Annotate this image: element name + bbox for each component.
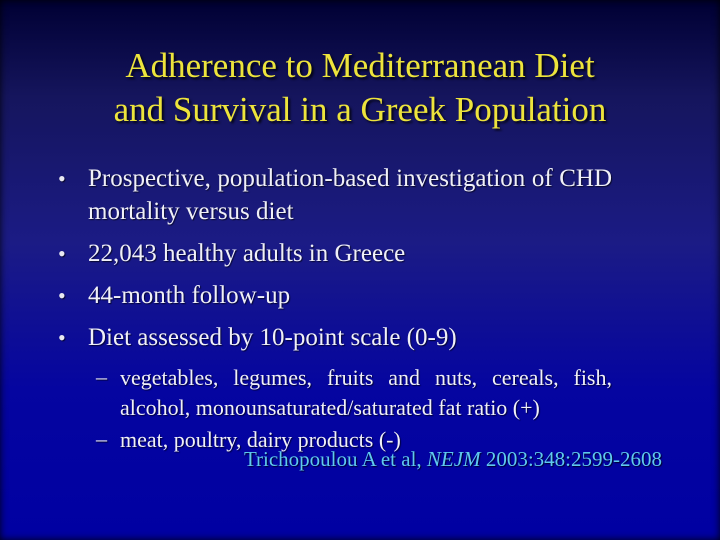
sub-bullet-text: vegetables, legumes, fruits and nuts, ce… xyxy=(120,365,612,420)
slide-title-line1: Adherence to Mediterranean Diet xyxy=(125,46,595,85)
sub-bullet-item: – meat, poultry, dairy products (-) xyxy=(96,425,612,455)
bullet-text: 44-month follow-up xyxy=(88,282,291,309)
bullet-item: • Diet assessed by 10-point scale (0-9) xyxy=(56,321,612,354)
dash-icon: – xyxy=(96,364,107,389)
slide-title: Adherence to Mediterranean Diet and Surv… xyxy=(30,44,690,132)
slide-body: • Prospective, population-based investig… xyxy=(56,162,612,457)
bullet-dot-icon: • xyxy=(58,166,66,191)
bullet-text: Prospective, population-based investigat… xyxy=(88,165,612,225)
bullet-dot-icon: • xyxy=(58,241,66,266)
bullet-item: • 44-month follow-up xyxy=(56,279,612,312)
bullet-item: • Prospective, population-based investig… xyxy=(56,162,612,228)
bullet-text: Diet assessed by 10-point scale (0-9) xyxy=(88,324,457,351)
bullet-dot-icon: • xyxy=(58,283,66,308)
bullet-text: 22,043 healthy adults in Greece xyxy=(88,240,406,267)
citation: Trichopoulou A et al, NEJM 2003:348:2599… xyxy=(244,447,662,472)
citation-journal: NEJM xyxy=(426,447,481,471)
dash-icon: – xyxy=(96,426,107,451)
citation-authors: Trichopoulou A et al, xyxy=(243,447,427,471)
bullet-item: • 22,043 healthy adults in Greece xyxy=(56,237,612,270)
bullet-dot-icon: • xyxy=(58,325,66,350)
citation-reference: 2003:348:2599-2608 xyxy=(480,447,662,471)
slide-title-line2: and Survival in a Greek Population xyxy=(113,90,607,129)
sub-bullet-text: meat, poultry, dairy products (-) xyxy=(120,427,401,452)
sub-bullet-item: – vegetables, legumes, fruits and nuts, … xyxy=(96,363,612,423)
